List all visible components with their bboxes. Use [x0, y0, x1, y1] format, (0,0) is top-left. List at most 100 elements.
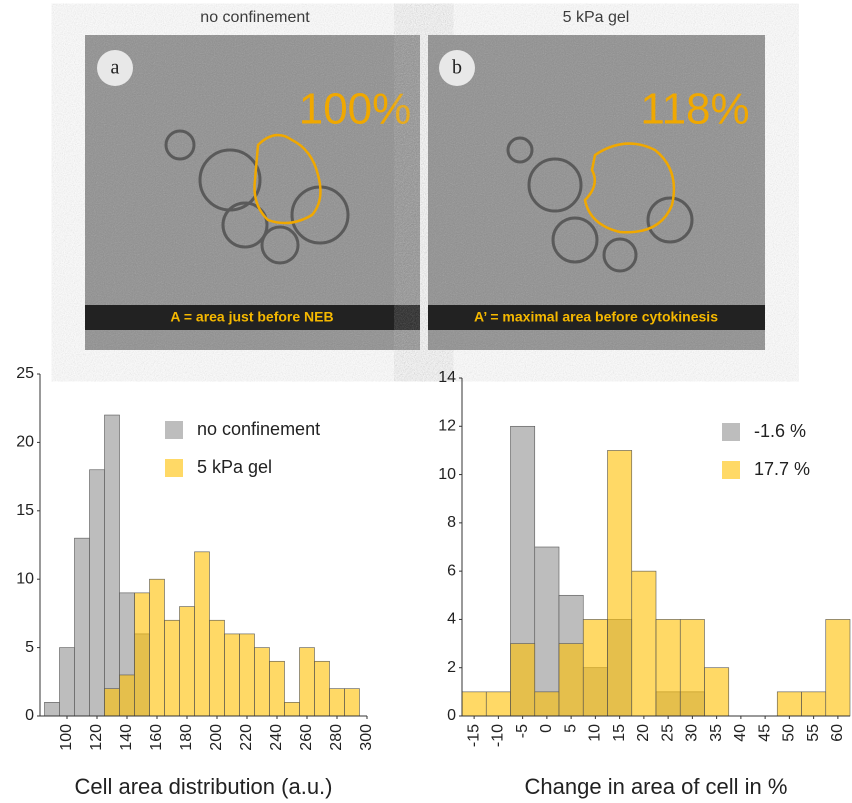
label-badge: [97, 50, 133, 86]
x-tick-label: 60: [829, 724, 846, 742]
x-tick-label: 0: [538, 724, 555, 733]
x-tick-label: 20: [635, 724, 652, 742]
bar: [254, 647, 270, 717]
x-tick-label: 15: [611, 724, 628, 742]
micrograph-texture: [85, 35, 420, 350]
bar: [164, 619, 180, 717]
panel-a: no confinement a 100% A = area just befo…: [85, 9, 420, 350]
bar: [299, 647, 315, 717]
x-tick-label: 100: [58, 724, 75, 751]
legend-label: 17.7 %: [754, 459, 810, 479]
bar: [461, 691, 487, 717]
bar: [224, 633, 240, 717]
x-tick-label: 180: [178, 724, 195, 751]
bar: [801, 691, 827, 717]
panel-label: b: [452, 57, 462, 79]
x-tick-label: 140: [118, 724, 135, 751]
x-tick-label: 5: [562, 724, 579, 733]
x-tick-label: 45: [756, 724, 773, 742]
bar: [239, 633, 255, 717]
panel-b: 5 kPa gel b 118% A’ = maximal area befor…: [428, 9, 765, 350]
bar: [558, 643, 584, 717]
area-percent: 118%: [640, 85, 749, 134]
bar: [74, 537, 90, 717]
legend-swatch: [722, 423, 740, 441]
bar: [134, 592, 150, 717]
x-tick-label: 50: [781, 724, 798, 742]
y-tick-label: 25: [16, 365, 34, 382]
x-axis-title: Change in area of cell in %: [525, 774, 788, 799]
bar: [607, 450, 633, 717]
bar: [119, 674, 135, 717]
bar: [194, 551, 210, 717]
x-tick-label: 120: [88, 724, 105, 751]
bar: [44, 702, 60, 717]
bar: [329, 688, 345, 717]
x-tick-label: 300: [358, 724, 375, 751]
legend-label: no confinement: [197, 419, 320, 439]
y-tick-label: 8: [447, 514, 456, 531]
x-tick-label: -15: [465, 724, 482, 747]
histogram: no confinement 5 kPa gel 0 5 10 15 20 25 100 120 1…: [16, 365, 375, 799]
bar: [149, 578, 165, 717]
y-tick-label: 5: [25, 639, 34, 656]
bar: [104, 688, 120, 717]
y-tick-label: 6: [447, 562, 456, 579]
bar: [209, 619, 225, 717]
y-tick-label: 14: [438, 369, 456, 386]
x-tick-label: 25: [659, 724, 676, 742]
y-tick-label: 10: [438, 466, 456, 483]
bar: [776, 691, 802, 717]
x-tick-label: 160: [148, 724, 165, 751]
area-percent: 100%: [299, 85, 412, 134]
bar: [510, 643, 536, 717]
bar: [534, 691, 560, 717]
caption-bar: [428, 305, 765, 330]
y-tick-label: 4: [447, 611, 456, 628]
x-axis-title: Cell area distribution (a.u.): [74, 774, 332, 799]
panel-label: a: [111, 57, 120, 79]
legend-swatch: [722, 461, 740, 479]
bar: [179, 606, 195, 717]
caption: A’ = maximal area before cytokinesis: [474, 309, 718, 325]
panel-title: 5 kPa gel: [563, 9, 630, 26]
micrograph-texture: [428, 35, 765, 350]
cells: [506, 136, 694, 273]
x-tick-label: 30: [684, 724, 701, 742]
legend-swatch: [165, 459, 183, 477]
bar: [679, 619, 705, 717]
y-tick-label: 2: [447, 659, 456, 676]
x-tick-label: 220: [238, 724, 255, 751]
legend-label: 5 kPa gel: [197, 457, 272, 477]
caption: A = area just before NEB: [170, 309, 333, 325]
x-tick-label: 40: [732, 724, 749, 742]
legend-label: -1.6 %: [754, 421, 806, 441]
bar: [655, 619, 681, 717]
y-tick-label: 0: [447, 707, 456, 724]
legend-swatch: [165, 421, 183, 439]
y-tick-label: 20: [16, 434, 34, 451]
bar: [631, 570, 657, 717]
cell-outline: [253, 133, 322, 225]
y-tick-label: 12: [438, 418, 456, 435]
bar: [314, 660, 330, 717]
bar: [704, 667, 730, 717]
label-badge: [439, 50, 475, 86]
bar: [284, 702, 300, 717]
panel-title: no confinement: [200, 9, 310, 26]
bar: [344, 688, 360, 717]
bar: [104, 414, 120, 717]
x-tick-label: 55: [805, 724, 822, 742]
bar: [59, 647, 75, 717]
bar: [825, 619, 851, 717]
y-tick-label: 15: [16, 502, 34, 519]
bar: [269, 660, 285, 717]
bar: [89, 469, 105, 717]
x-tick-label: -10: [490, 724, 507, 747]
x-tick-label: 260: [298, 724, 315, 751]
caption-bar: [85, 305, 420, 330]
cell-outline: [583, 142, 676, 234]
bar: [485, 691, 511, 717]
